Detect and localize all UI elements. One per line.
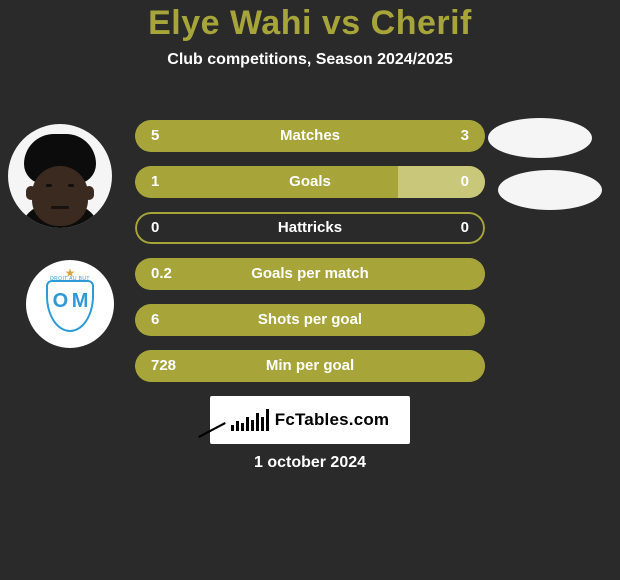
stat-label: Hattricks [135,212,485,244]
stat-label: Goals per match [135,258,485,290]
fctables-badge: FcTables.com [210,396,410,444]
club1-logo: ★ DROIT AU BUT O M [26,260,114,348]
player2-avatar-placeholder [488,118,592,158]
stat-row: 728Min per goal [135,350,485,382]
bars-icon [231,409,269,431]
stat-row: 00Hattricks [135,212,485,244]
stat-label: Shots per goal [135,304,485,336]
player1-avatar [8,124,112,228]
snapshot-date: 1 october 2024 [0,454,620,472]
om-crest-icon: ★ DROIT AU BUT O M [34,268,106,340]
stat-label: Goals [135,166,485,198]
stat-label: Matches [135,120,485,152]
stat-row: 53Matches [135,120,485,152]
page-title: Elye Wahi vs Cherif [0,4,620,43]
stat-row: 6Shots per goal [135,304,485,336]
stat-rows: 53Matches 10Goals 00Hattricks 0.2Goals per … [135,120,485,396]
stat-label: Min per goal [135,350,485,382]
fctables-label: FcTables.com [275,410,390,430]
player1-face-icon [8,124,112,228]
stat-row: 0.2Goals per match [135,258,485,290]
subtitle: Club competitions, Season 2024/2025 [0,51,620,69]
stat-row: 10Goals [135,166,485,198]
club2-logo-placeholder [498,170,602,210]
comparison-card: Elye Wahi vs Cherif Club competitions, S… [0,0,620,580]
